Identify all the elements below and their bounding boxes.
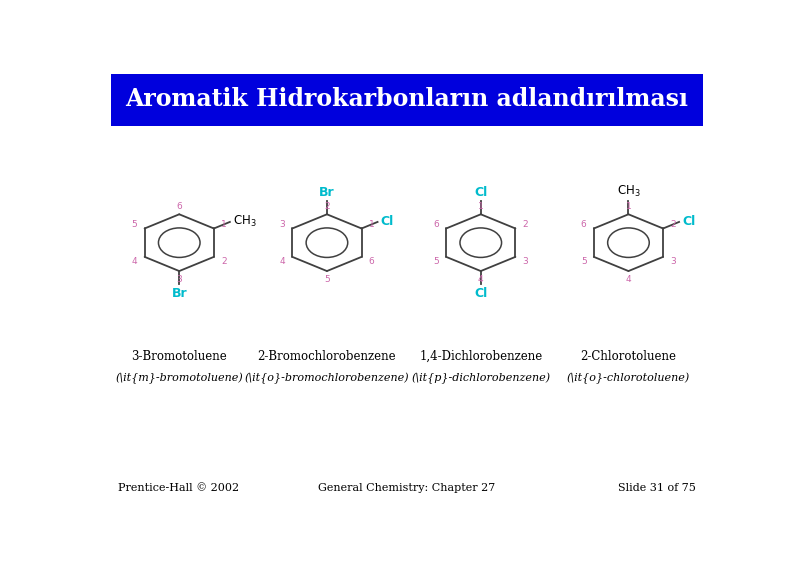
Text: 2: 2 (324, 201, 330, 210)
Text: 6: 6 (369, 256, 375, 265)
Text: 3-Bromotoluene: 3-Bromotoluene (131, 350, 227, 363)
Text: (\it{o}-chlorotoluene): (\it{o}-chlorotoluene) (567, 373, 690, 384)
Text: 6: 6 (176, 201, 182, 210)
Text: Br: Br (319, 185, 335, 198)
Text: 2: 2 (670, 220, 676, 229)
Text: 1: 1 (478, 201, 484, 210)
Text: 5: 5 (132, 220, 137, 229)
Text: Cl: Cl (474, 185, 488, 198)
Text: Cl: Cl (474, 287, 488, 300)
Text: 6: 6 (581, 220, 587, 229)
Text: 2: 2 (522, 220, 528, 229)
Text: 4: 4 (626, 275, 631, 284)
Text: 2: 2 (222, 256, 227, 265)
Text: 5: 5 (581, 256, 587, 265)
Text: 1: 1 (222, 220, 227, 229)
Text: 3: 3 (670, 256, 676, 265)
Text: Prentice-Hall © 2002: Prentice-Hall © 2002 (118, 483, 239, 493)
Text: Cl: Cl (682, 215, 696, 229)
Text: 4: 4 (132, 256, 137, 265)
Text: Slide 31 of 75: Slide 31 of 75 (619, 483, 696, 493)
Text: Cl: Cl (380, 215, 394, 229)
Text: Br: Br (172, 287, 187, 300)
Text: 1,4-Dichlorobenzene: 1,4-Dichlorobenzene (419, 350, 542, 363)
Text: 2-Chlorotoluene: 2-Chlorotoluene (580, 350, 676, 363)
Text: 5: 5 (324, 275, 330, 284)
Text: 3: 3 (522, 256, 528, 265)
Text: (\it{o}-bromochlorobenzene): (\it{o}-bromochlorobenzene) (245, 373, 409, 384)
Text: (\it{p}-dichlorobenzene): (\it{p}-dichlorobenzene) (411, 373, 550, 384)
Text: Aromatik Hidrokarbonların adlandırılması: Aromatik Hidrokarbonların adlandırılması (125, 87, 688, 112)
Text: (\it{m}-bromotoluene): (\it{m}-bromotoluene) (115, 373, 243, 384)
Text: 6: 6 (434, 220, 439, 229)
Text: 1: 1 (369, 220, 375, 229)
Text: CH$_3$: CH$_3$ (617, 184, 640, 198)
Text: 3: 3 (279, 220, 285, 229)
Text: 5: 5 (434, 256, 439, 265)
FancyBboxPatch shape (111, 74, 703, 126)
Text: General Chemistry: Chapter 27: General Chemistry: Chapter 27 (318, 483, 495, 493)
Text: 4: 4 (279, 256, 285, 265)
Text: CH$_3$: CH$_3$ (233, 214, 256, 230)
Text: 3: 3 (176, 275, 182, 284)
Text: 1: 1 (626, 201, 631, 210)
Text: 2-Bromochlorobenzene: 2-Bromochlorobenzene (257, 350, 396, 363)
Text: 4: 4 (478, 275, 484, 284)
